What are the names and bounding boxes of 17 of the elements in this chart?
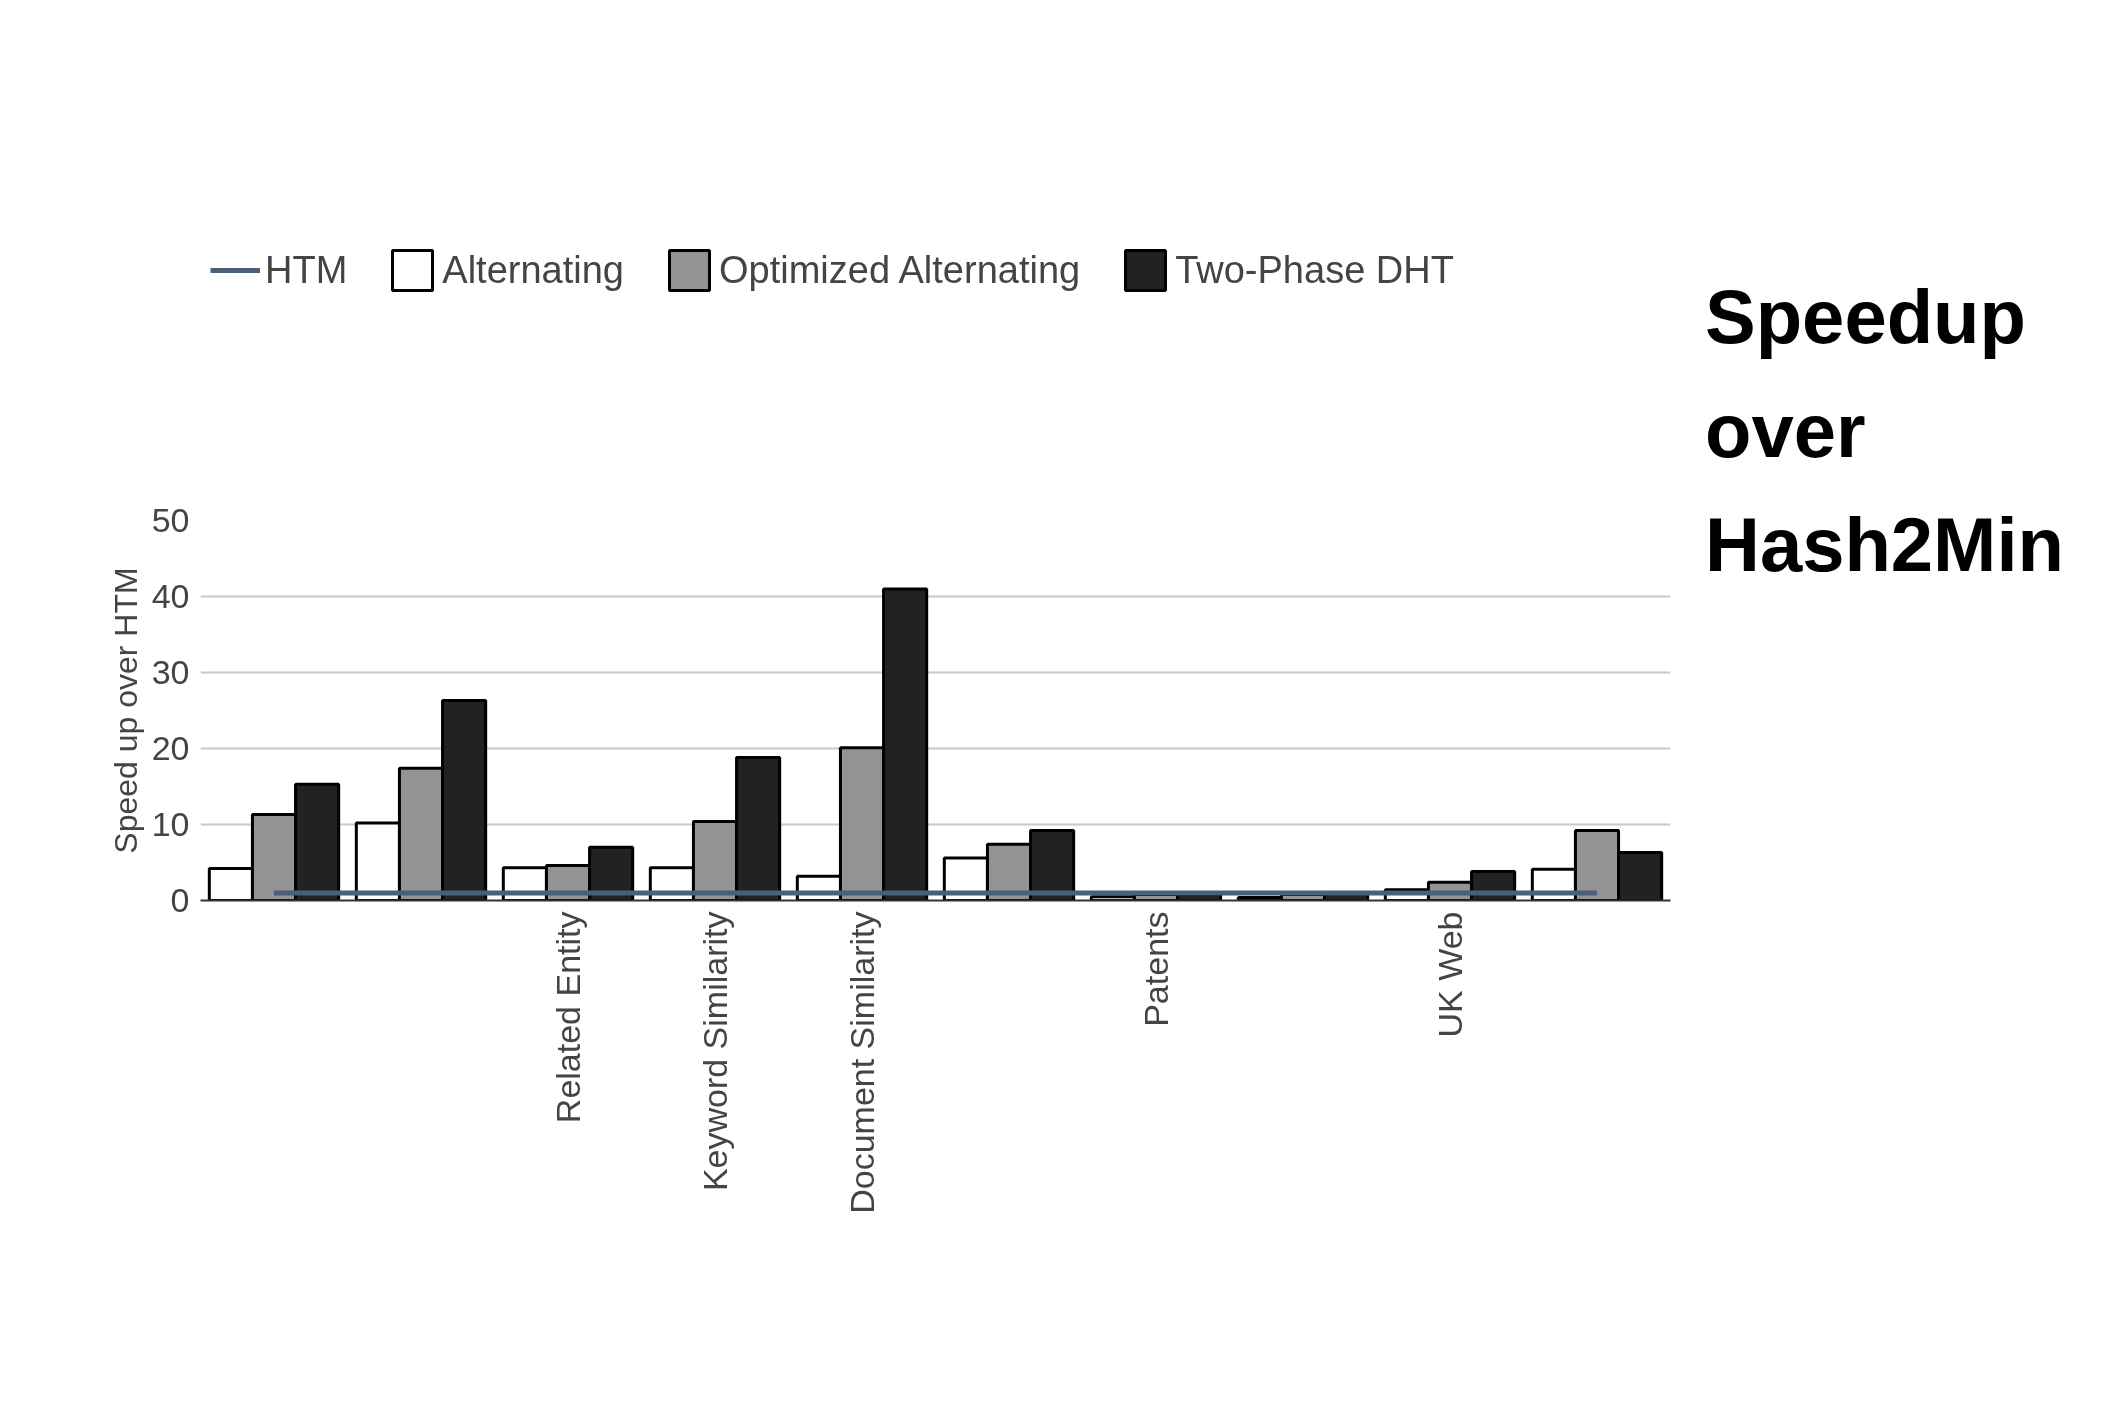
- legend-label: Alternating: [442, 248, 624, 292]
- legend-label: Optimized Alternating: [718, 248, 1081, 292]
- x-tick-label: Patents: [1137, 911, 1175, 1027]
- y-tick-label: 40: [151, 577, 190, 615]
- y-tick-label: 0: [170, 881, 190, 919]
- legend-label: Two-Phase DHT: [1175, 248, 1454, 292]
- y-tick-label: 10: [151, 805, 190, 843]
- y-tick-label: 30: [151, 653, 190, 691]
- text: Speedup over Hash2Min: [1705, 273, 2065, 589]
- x-tick-label: Related Entity: [549, 911, 587, 1124]
- x-tick-label: UK Web: [1431, 911, 1469, 1038]
- y-tick-label: 20: [151, 729, 190, 767]
- x-tick-label: Document Similarity: [843, 911, 881, 1214]
- y-tick-label: 50: [151, 501, 190, 539]
- y-axis-title: Speed up over HTM: [107, 567, 144, 854]
- x-tick-label: Keyword Similarity: [696, 911, 734, 1192]
- legend-label: HTM: [265, 248, 348, 292]
